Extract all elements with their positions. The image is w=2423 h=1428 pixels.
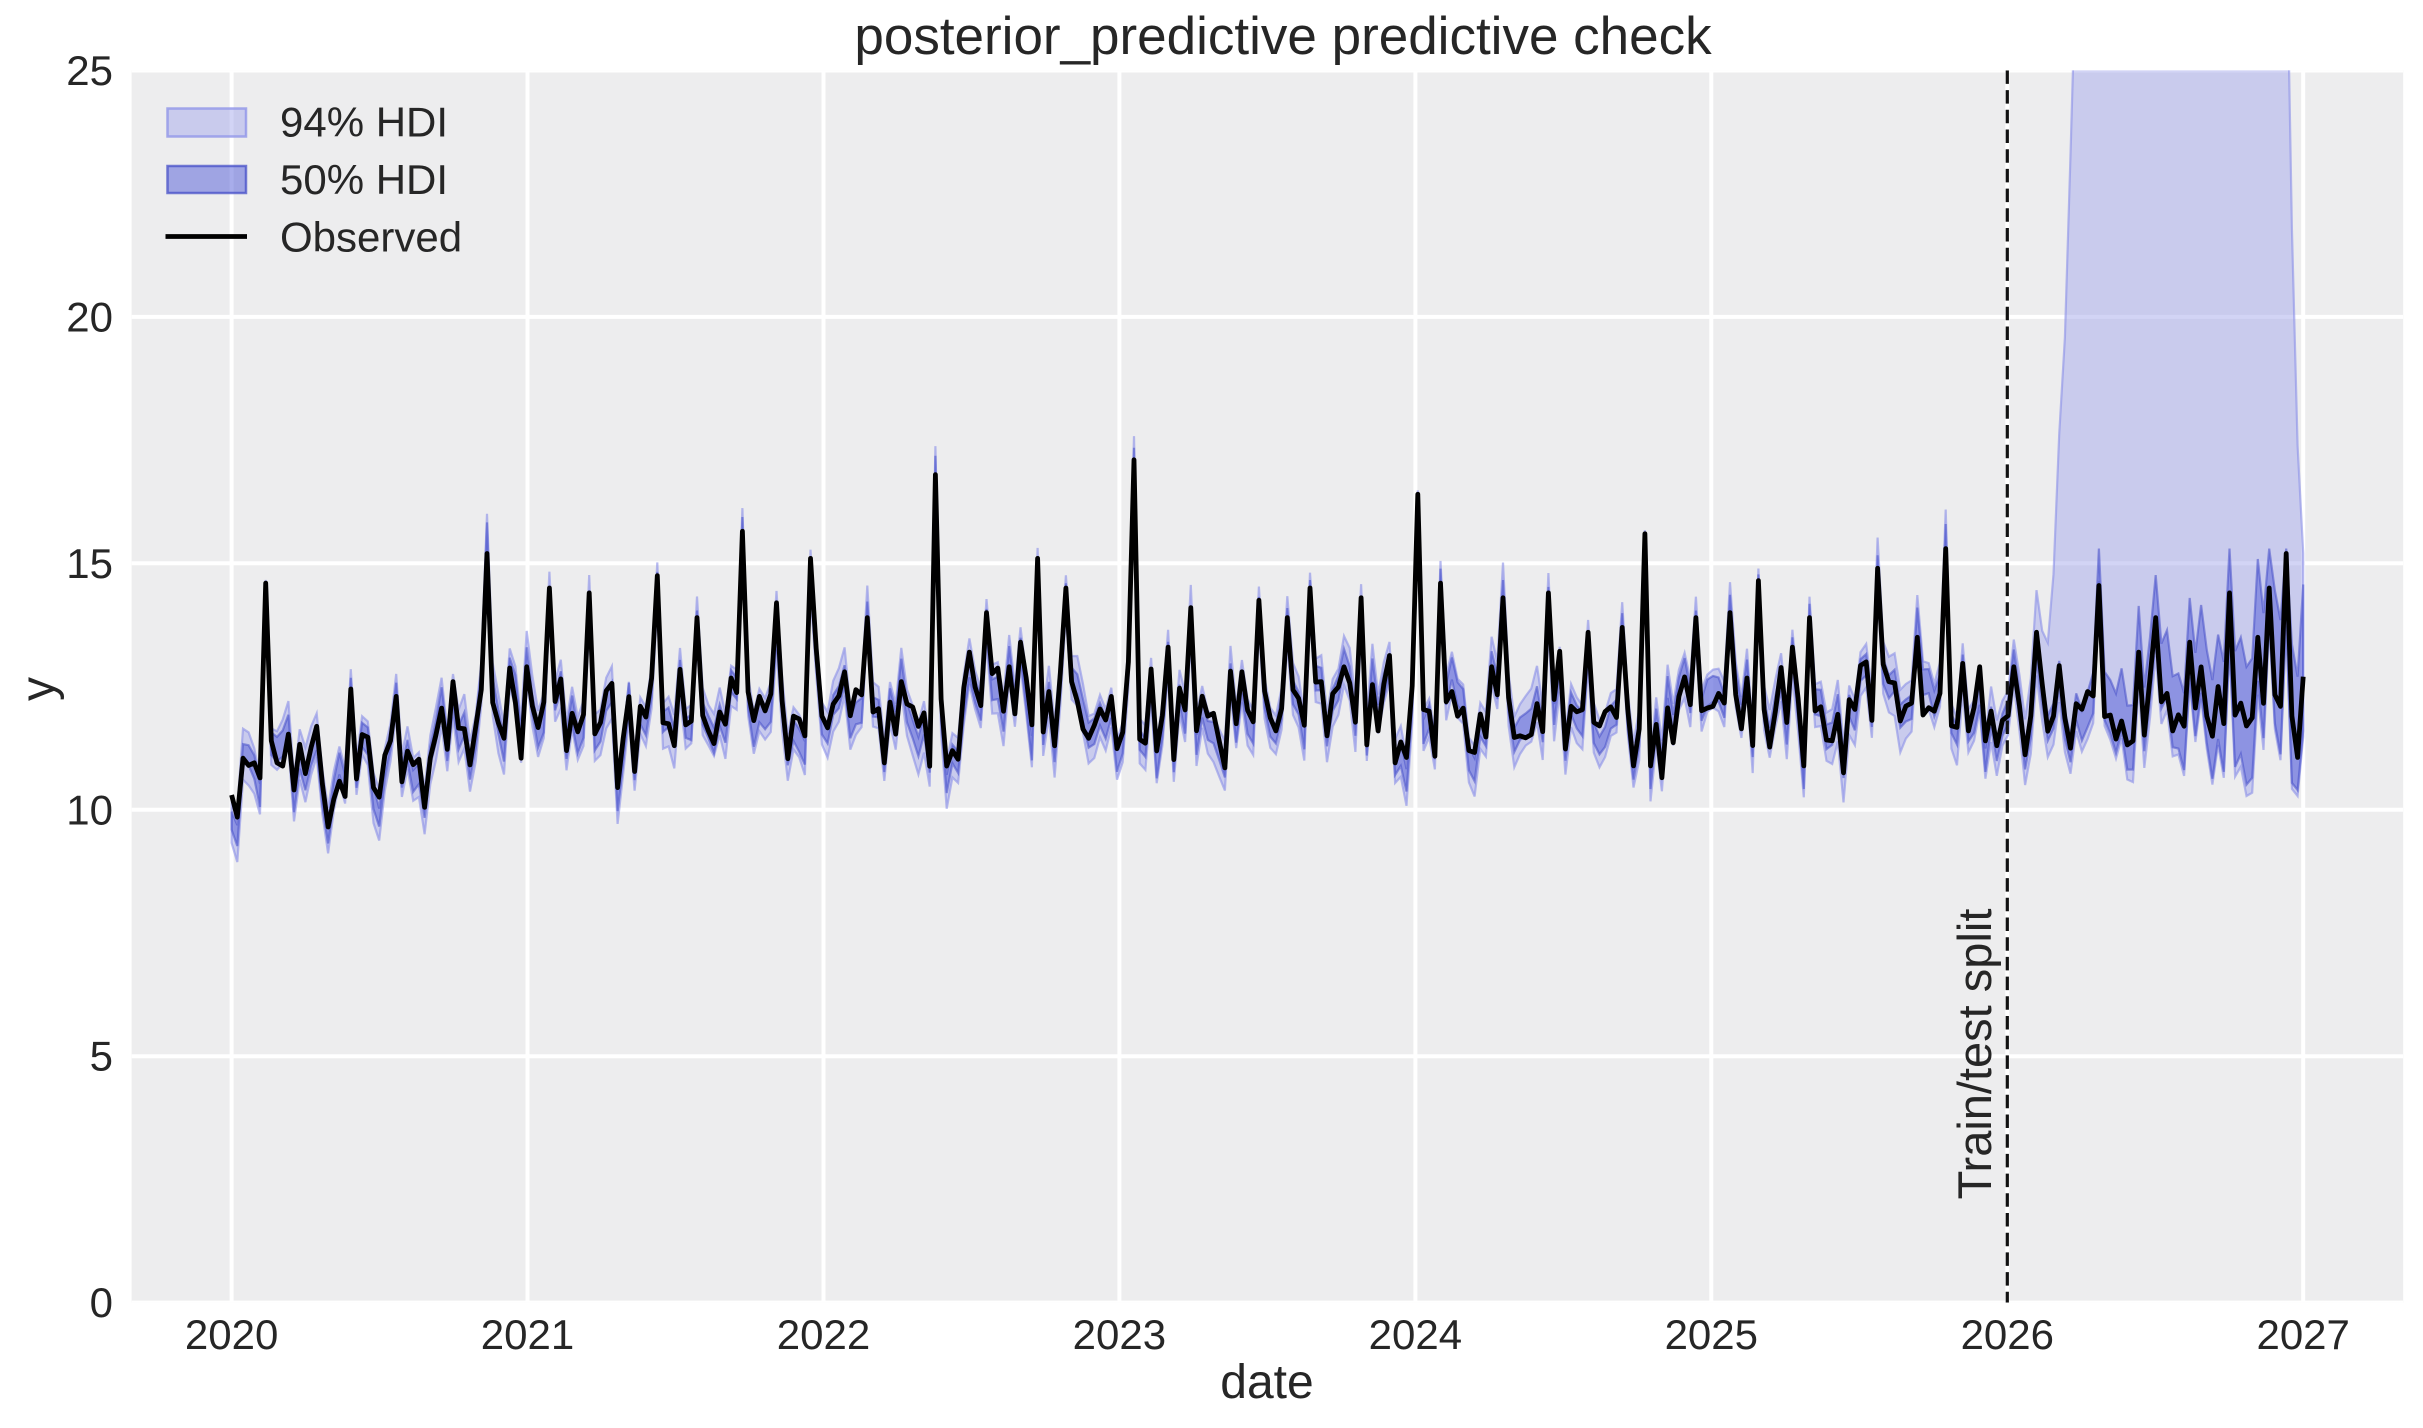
svg-text:posterior_predictive predictiv: posterior_predictive predictive check: [854, 7, 1712, 66]
svg-text:2024: 2024: [1369, 1311, 1462, 1358]
svg-text:10: 10: [66, 786, 113, 833]
svg-text:2027: 2027: [2256, 1311, 2349, 1358]
svg-text:2026: 2026: [1961, 1311, 2054, 1358]
svg-text:25: 25: [66, 47, 113, 94]
svg-text:2023: 2023: [1073, 1311, 1166, 1358]
svg-text:0: 0: [90, 1279, 113, 1326]
svg-text:date: date: [1220, 1356, 1313, 1409]
svg-text:y: y: [12, 677, 65, 701]
svg-text:5: 5: [90, 1033, 113, 1080]
svg-text:2025: 2025: [1665, 1311, 1758, 1358]
svg-text:Train/test split: Train/test split: [1948, 909, 2001, 1200]
svg-text:Observed: Observed: [280, 214, 462, 261]
svg-text:2022: 2022: [777, 1311, 870, 1358]
svg-text:2021: 2021: [481, 1311, 574, 1358]
svg-text:20: 20: [66, 293, 113, 340]
svg-text:15: 15: [66, 540, 113, 587]
svg-text:94% HDI: 94% HDI: [280, 99, 448, 146]
svg-text:50% HDI: 50% HDI: [280, 156, 448, 203]
svg-text:2020: 2020: [185, 1311, 278, 1358]
